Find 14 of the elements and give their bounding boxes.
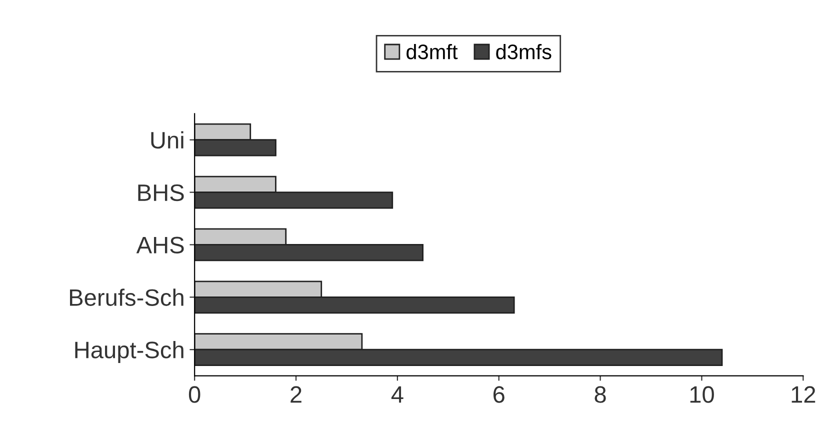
y-tick-label: Uni <box>151 131 184 149</box>
x-tick-label: 0 <box>188 386 200 403</box>
legend-label: d3mft <box>406 44 458 60</box>
x-tick-label: 4 <box>391 386 404 403</box>
y-tick-label: Haupt-Sch <box>75 341 184 364</box>
x-tick-label: 10 <box>690 386 714 403</box>
y-tick-label: BHS <box>138 184 184 202</box>
x-tick-label: 2 <box>290 386 302 403</box>
legend-label: d3mfs <box>496 44 552 60</box>
x-tick-label: 6 <box>494 386 504 403</box>
y-tick-label: AHS <box>136 236 184 254</box>
x-tick-label: 12 <box>792 386 816 403</box>
y-tick-label: Berufs-Sch <box>70 288 184 306</box>
x-tick-label: 8 <box>594 386 606 403</box>
